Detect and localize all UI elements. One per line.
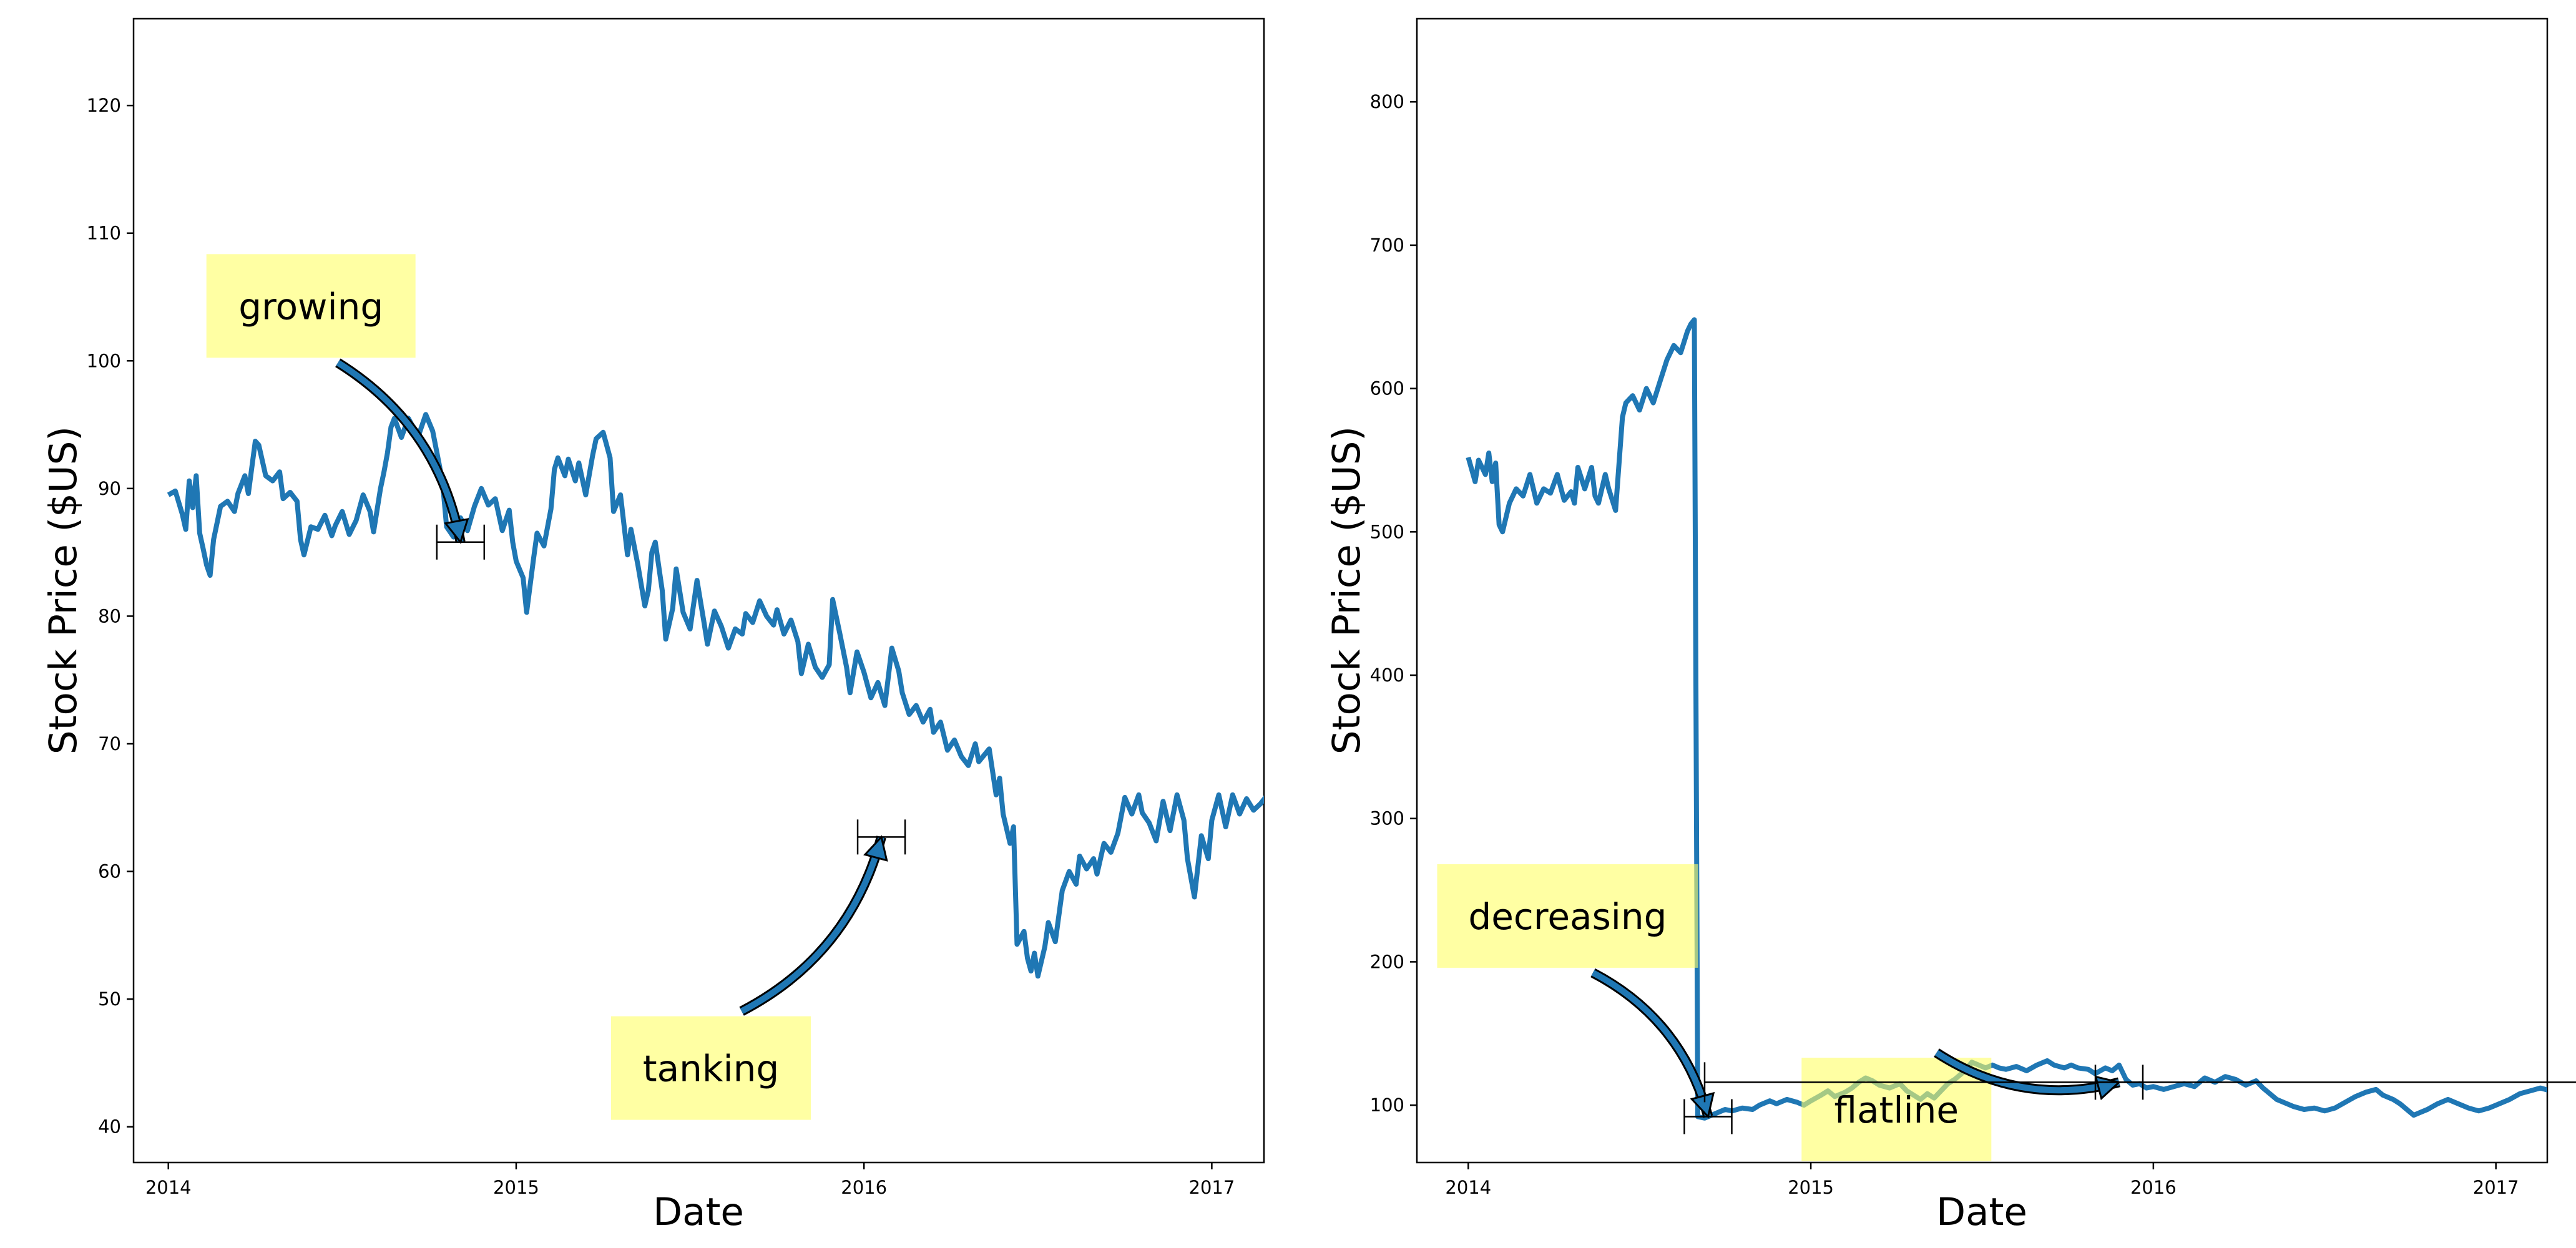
left-x-tick-label: 2015 [493, 1177, 539, 1198]
annotation-arrow-flatline [1934, 1050, 2120, 1094]
left-axes-frame [132, 17, 1265, 1164]
annotation-arrowhead [863, 835, 888, 862]
right-y-tick-label: 300 [1370, 808, 1404, 829]
right-y-tick-label: 400 [1370, 665, 1404, 686]
annotation-box-growing [206, 254, 416, 358]
left-x-tick-label: 2014 [145, 1177, 192, 1198]
annotation-box-flatline [1801, 1058, 1992, 1162]
annotation-box-decreasing [1437, 864, 1698, 968]
left-price-line [167, 412, 1264, 979]
left-y-tick-label: 110 [87, 223, 121, 244]
right-chart-panel: Stock Price ($US) Date 2014 2015 2016 2017 1… [1325, 17, 2576, 1234]
annotation-label-decreasing: decreasing [1468, 895, 1667, 938]
right-x-tick-label: 2016 [2130, 1177, 2177, 1198]
annotation-arrow-outline [1590, 968, 1713, 1118]
right-axes-frame [1416, 17, 2549, 1164]
right-y-tick-label: 500 [1370, 521, 1404, 542]
right-x-axis-label: Date [1936, 1190, 2027, 1234]
left-y-tick-label: 50 [98, 988, 121, 1010]
right-y-axis-label: Stock Price ($US) [1325, 426, 1369, 754]
left-y-tick-label: 90 [98, 478, 121, 499]
right-y-tick-label: 600 [1370, 378, 1404, 399]
left-y-tick-label: 70 [98, 733, 121, 754]
annotation-label-tanking: tanking [643, 1048, 779, 1090]
left-y-axis-label: Stock Price ($US) [41, 426, 86, 754]
left-x-axis-label: Date [653, 1190, 744, 1234]
right-y-tick-label: 700 [1370, 235, 1404, 256]
right-y-tick-label: 100 [1370, 1094, 1404, 1116]
annotation-arrow-outline [739, 836, 886, 1016]
left-x-tick-label: 2017 [1189, 1177, 1235, 1198]
right-x-tick-label: 2014 [1445, 1177, 1491, 1198]
left-x-tick-label: 2016 [841, 1177, 887, 1198]
left-y-tick-label: 100 [87, 350, 121, 371]
left-chart-panel: Stock Price ($US) Date 2014 2015 2016 2017 4… [41, 17, 1265, 1234]
right-y-tick-label: 800 [1370, 91, 1404, 112]
annotation-arrowhead [1690, 1091, 1715, 1119]
right-x-tick-label: 2017 [2473, 1177, 2519, 1198]
right-y-tick-label: 200 [1370, 951, 1404, 972]
annotation-label-growing: growing [238, 285, 383, 328]
annotation-label-flatline: flatline [1834, 1089, 1959, 1131]
annotation-arrow-tanking [740, 836, 884, 1015]
annotation-arrowhead [444, 518, 469, 544]
annotation-box-tanking [611, 1016, 811, 1120]
left-y-tick-label: 40 [98, 1116, 121, 1138]
annotation-arrow-growing [336, 360, 464, 543]
left-y-tick-label: 80 [98, 605, 121, 626]
left-y-tick-label: 120 [87, 95, 121, 116]
left-y-tick-label: 60 [98, 861, 121, 882]
right-x-tick-label: 2015 [1788, 1177, 1834, 1198]
annotation-arrow-decreasing [1591, 970, 1712, 1118]
